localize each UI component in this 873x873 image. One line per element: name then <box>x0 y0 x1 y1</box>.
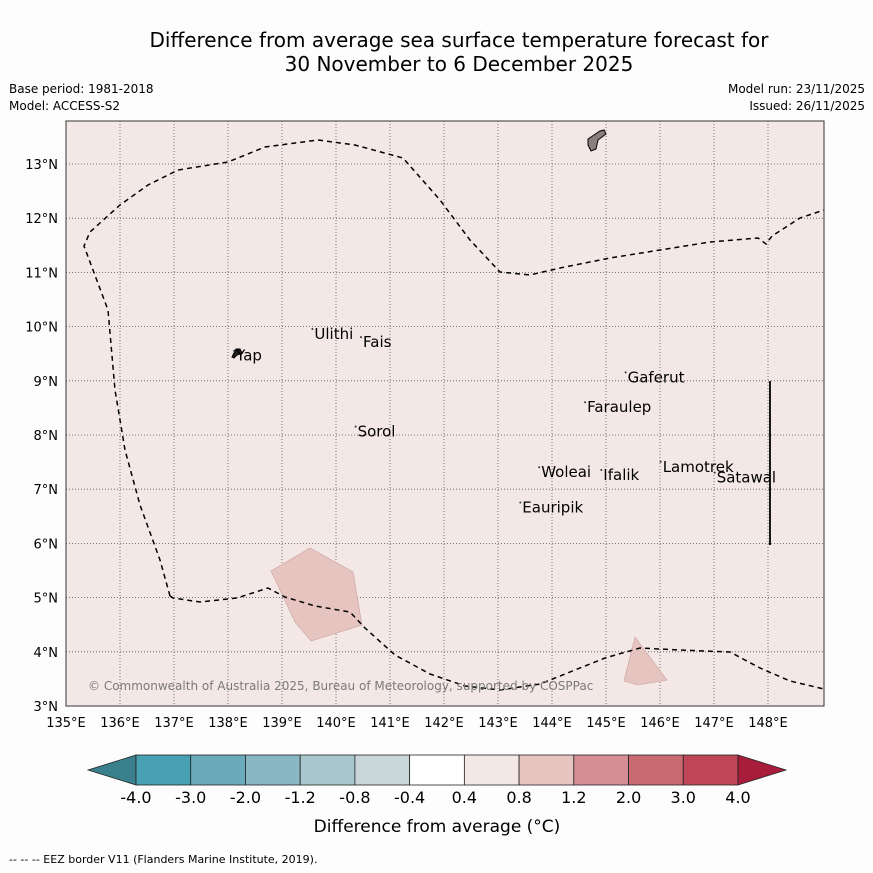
eez-legend: -- -- -- EEZ border V11 (Flanders Marine… <box>9 853 318 866</box>
axis-labels: 135°E 136°E 137°E 138°E 139°E 140°E 141°E 142°E… <box>25 158 788 731</box>
colorbar-tick-label: 0.8 <box>506 788 531 807</box>
colorbar: -4.0 -3.0 -2.0 -1.2 -0.8 -0.4 0.4 0.8 1.2 2.0 3.0 4… <box>86 754 788 807</box>
meta-right: Model run: 23/11/2025 Issued: 26/11/2025 <box>728 81 865 115</box>
place-marker <box>600 468 603 471</box>
base-period: Base period: 1981-2018 <box>9 82 154 96</box>
place-marker <box>311 328 314 331</box>
title-line-2: 30 November to 6 December 2025 <box>284 52 634 76</box>
colorbar-tick-label: 2.0 <box>616 788 641 807</box>
colorbar-segment <box>628 754 684 786</box>
eez-border-north <box>83 139 824 597</box>
colorbar-tick-label: -0.8 <box>339 788 370 807</box>
lon-tick-label: 148°E <box>748 716 788 731</box>
copyright-text: © Commonwealth of Australia 2025, Bureau… <box>88 679 593 693</box>
place-marker <box>538 466 541 469</box>
lat-tick-label: 12°N <box>25 212 58 227</box>
colorbar-tick-label: -2.0 <box>230 788 261 807</box>
lon-tick-label: 142°E <box>424 716 464 731</box>
lon-tick-label: 138°E <box>208 716 248 731</box>
place-marker <box>519 501 522 504</box>
place-marker <box>713 471 716 474</box>
colorbar-tick-label: -1.2 <box>285 788 316 807</box>
lat-tick-label: 4°N <box>34 646 59 661</box>
place-marker <box>624 371 627 374</box>
colorbar-segment <box>682 754 739 786</box>
place-marker <box>233 349 236 352</box>
model-run: Model run: 23/11/2025 <box>727 82 865 96</box>
place-label[interactable]: Gaferut <box>628 368 685 386</box>
title-line-1: Difference from average sea surface temp… <box>149 28 769 52</box>
colorbar-tick-label: -4.0 <box>120 788 151 807</box>
place-label[interactable]: Ulithi <box>314 325 353 343</box>
colorbar-tick-label: 0.4 <box>452 788 477 807</box>
lon-tick-label: 143°E <box>478 716 518 731</box>
place-label[interactable]: Satawal <box>717 469 776 487</box>
lon-tick-label: 145°E <box>586 716 626 731</box>
anomaly-patch-east <box>623 636 668 686</box>
lat-tick-label: 11°N <box>25 266 58 281</box>
lat-tick-label: 6°N <box>34 537 59 552</box>
colorbar-segment <box>463 754 520 786</box>
eez-border-south <box>169 587 824 691</box>
lon-tick-label: 135°E <box>46 716 86 731</box>
lon-tick-label: 147°E <box>694 716 734 731</box>
lat-tick-label: 13°N <box>25 158 58 173</box>
place-label[interactable]: Lamotrek <box>663 458 734 476</box>
place-label[interactable]: Ifalik <box>603 466 639 484</box>
guam-island <box>587 129 607 152</box>
place-marker <box>584 401 587 404</box>
lat-tick-label: 5°N <box>34 592 59 607</box>
colorbar-segment <box>299 754 356 786</box>
graticule <box>66 121 824 706</box>
lon-tick-label: 137°E <box>154 716 194 731</box>
colorbar-tick-label: -3.0 <box>175 788 206 807</box>
lat-tick-label: 7°N <box>34 483 59 498</box>
map-area[interactable] <box>66 121 824 706</box>
place-label[interactable]: Yap <box>235 347 262 365</box>
lat-tick-label: 9°N <box>34 375 59 390</box>
place-label[interactable]: Woleai <box>541 463 591 481</box>
meta-left: Base period: 1981-2018 Model: ACCESS-S2 <box>9 81 154 115</box>
yap-island <box>231 348 243 359</box>
map-title: Difference from average sea surface temp… <box>0 28 873 76</box>
map-frame <box>65 120 825 707</box>
issued-date: Issued: 26/11/2025 <box>749 99 865 113</box>
colorbar-under-arrow <box>86 754 137 786</box>
place-label[interactable]: Fais <box>363 333 392 351</box>
colorbar-tick-label: 1.2 <box>561 788 586 807</box>
place-label[interactable]: Sorol <box>358 423 396 441</box>
colorbar-segment <box>135 754 192 786</box>
place-marker <box>354 425 357 428</box>
colorbar-tick-label: -0.4 <box>394 788 425 807</box>
colorbar-over-arrow <box>737 754 788 786</box>
place-label[interactable]: Faraulep <box>587 398 651 416</box>
model-name: Model: ACCESS-S2 <box>9 99 121 113</box>
lon-tick-label: 140°E <box>316 716 356 731</box>
colorbar-tick-label: 4.0 <box>725 788 750 807</box>
place-marker <box>659 460 662 463</box>
place-label[interactable]: Eauripik <box>522 498 583 516</box>
colorbar-tick-label: 3.0 <box>671 788 696 807</box>
lat-tick-label: 3°N <box>34 700 59 715</box>
lon-tick-label: 141°E <box>370 716 410 731</box>
lon-tick-label: 146°E <box>640 716 680 731</box>
place-marker <box>360 336 362 339</box>
colorbar-label: Difference from average (°C) <box>314 817 561 837</box>
lat-tick-label: 10°N <box>25 321 58 336</box>
colorbar-segment <box>190 754 246 786</box>
colorbar-segment <box>354 754 411 786</box>
lon-tick-label: 136°E <box>100 716 140 731</box>
colorbar-segment <box>409 754 465 786</box>
anomaly-patch-west <box>270 547 363 642</box>
colorbar-segment <box>518 754 575 786</box>
lon-tick-label: 144°E <box>532 716 572 731</box>
colorbar-segment <box>245 754 301 786</box>
colorbar-segment <box>573 754 629 786</box>
lat-tick-label: 8°N <box>34 429 59 444</box>
lon-tick-label: 139°E <box>262 716 302 731</box>
place-labels: Yap Ulithi Fais Sorol Gaferut Faraulep Lamotre… <box>233 325 776 516</box>
